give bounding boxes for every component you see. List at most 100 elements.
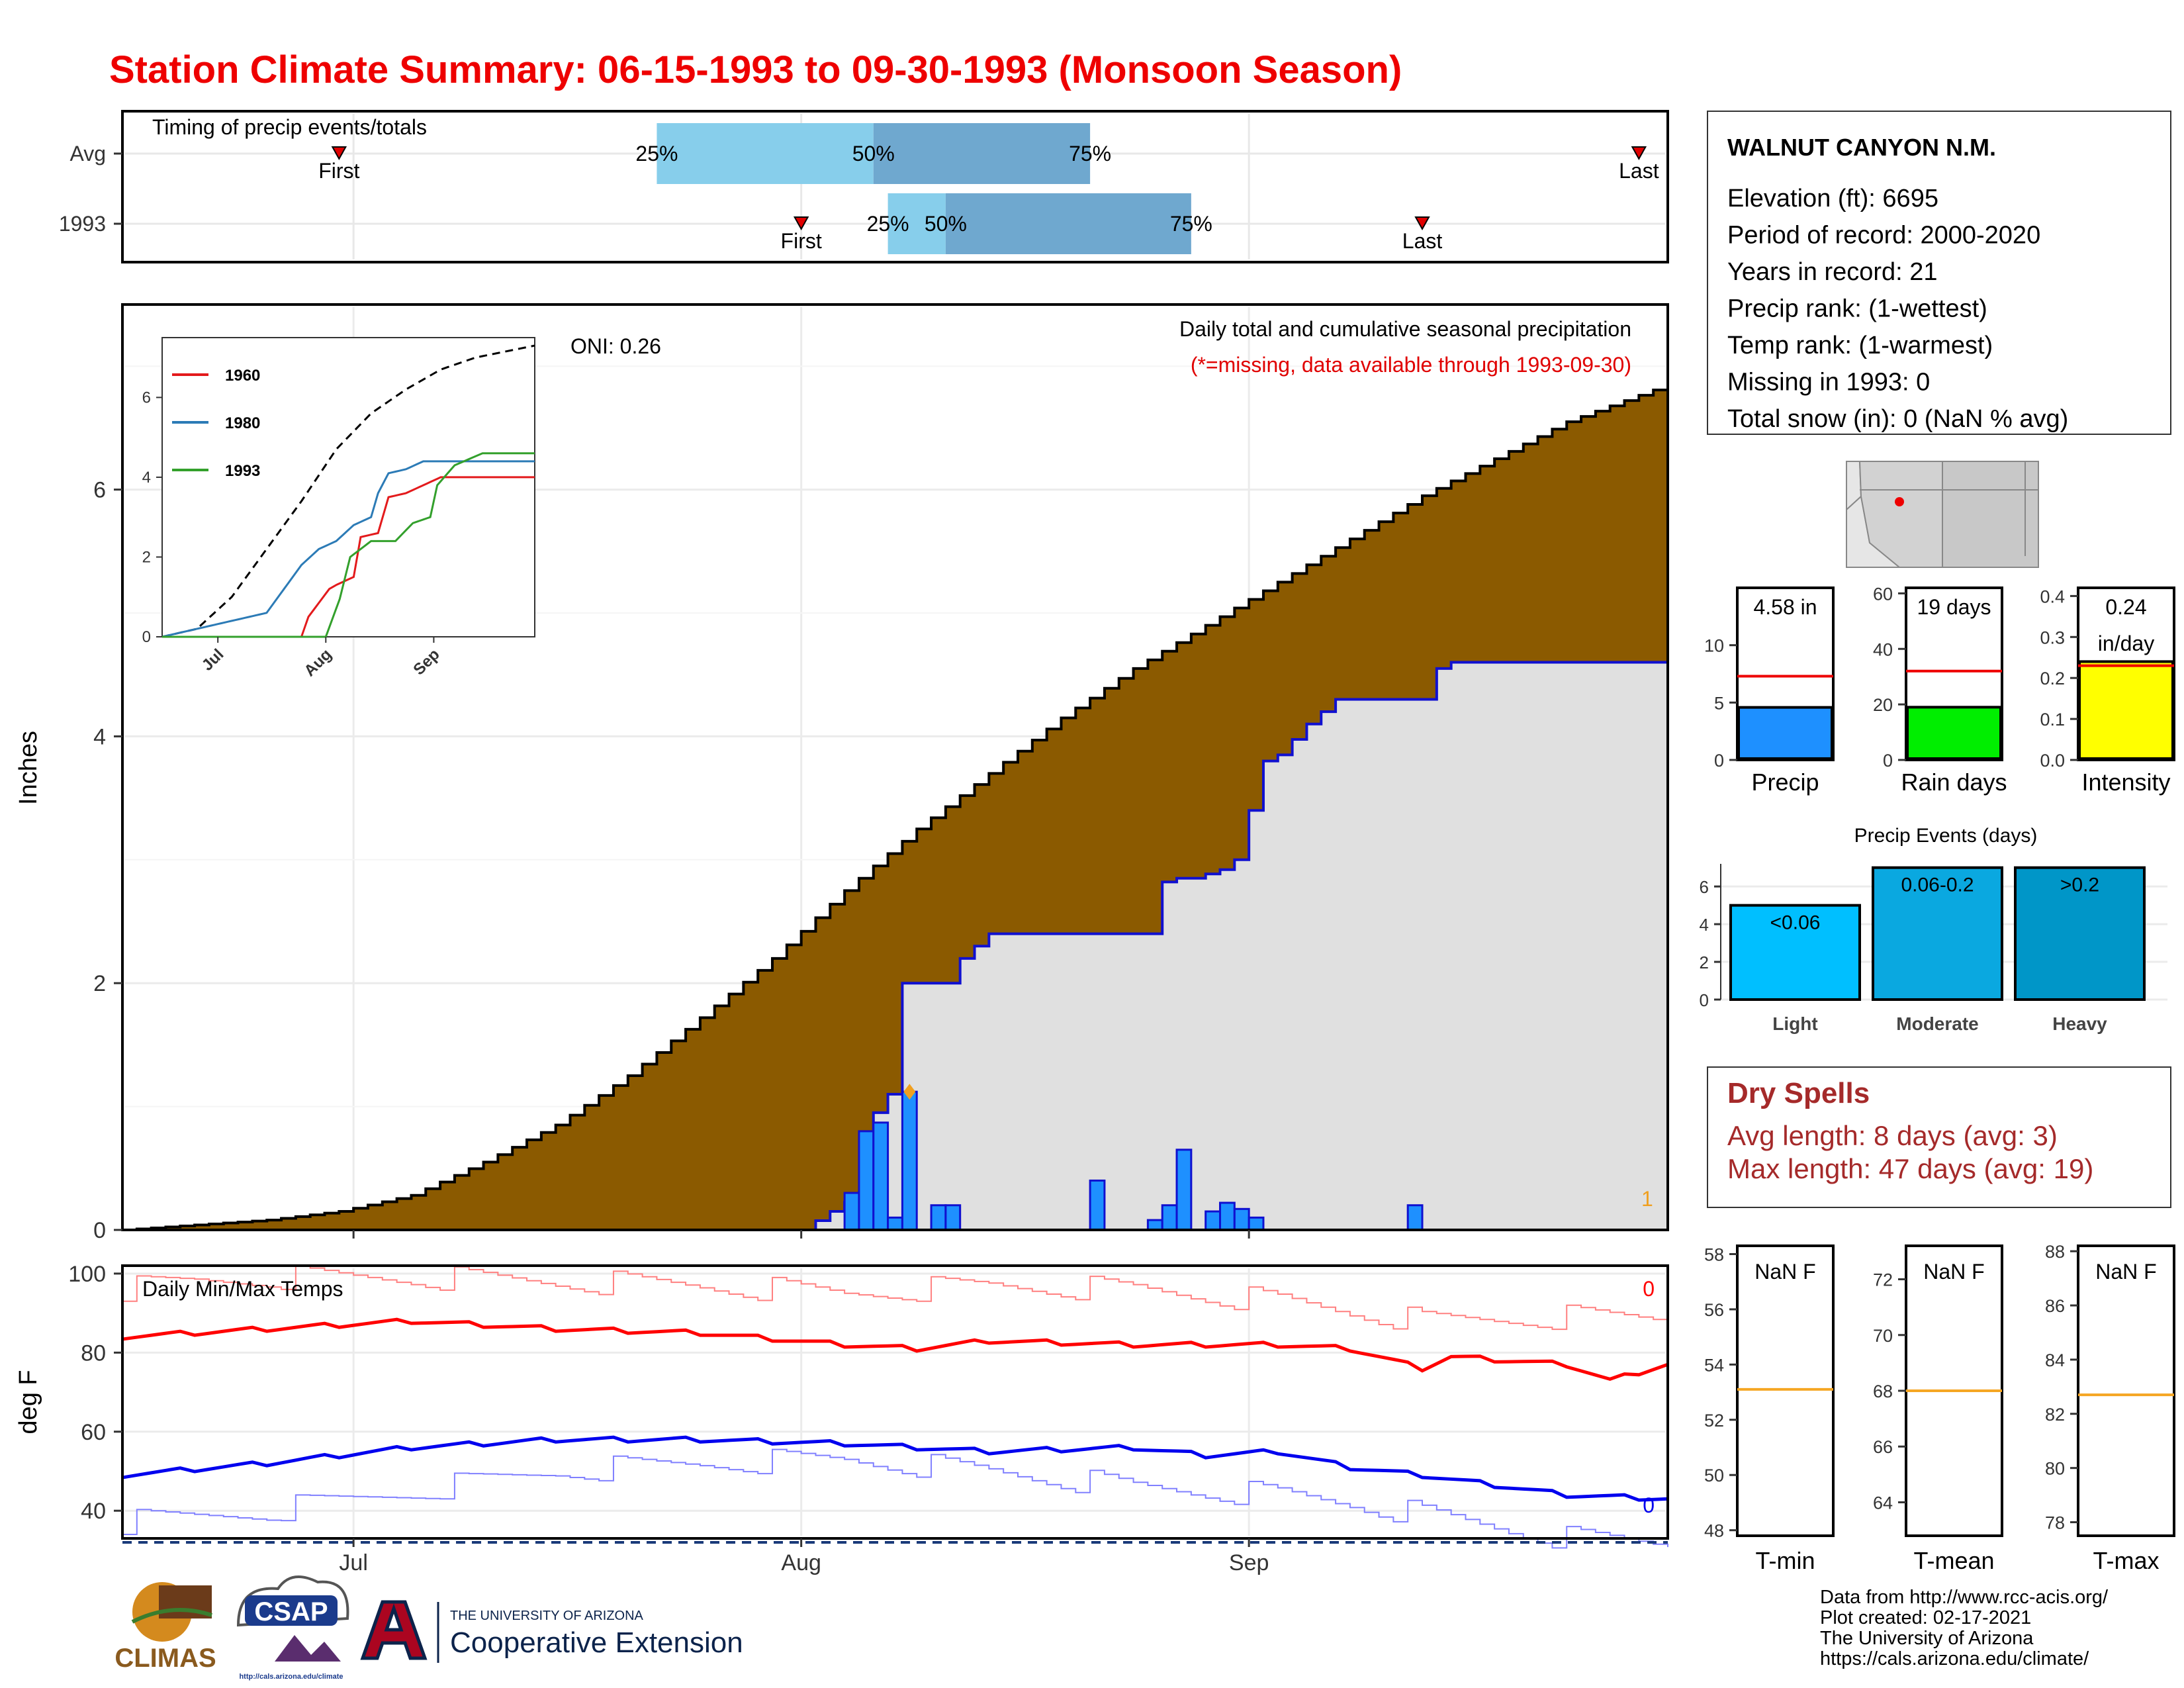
dry-spells-frame <box>1707 1066 2171 1208</box>
timing-last-label-1: Last <box>1402 229 1443 253</box>
daily-precip-bar <box>1205 1210 1222 1231</box>
temp-x-axis: Jul Aug Sep <box>339 1538 1269 1575</box>
temp-box-name: T-mean <box>1913 1547 1994 1574</box>
dry-spells-max: Max length: 47 days (avg: 19) <box>1727 1153 2093 1184</box>
inset-line-avg <box>161 344 535 638</box>
events-y-tick-label: 6 <box>1700 877 1709 897</box>
timing-first-label-0: First <box>318 159 359 183</box>
mini-bar-tick-label: 20 <box>1873 695 1893 715</box>
inset-y-tick-label: 2 <box>142 548 151 566</box>
mini-bar-value <box>1906 706 2002 761</box>
dry-spells-avg: Avg length: 8 days (avg: 3) <box>1727 1120 2058 1151</box>
temp-y-tick-label: 40 <box>81 1499 106 1524</box>
precip-y-tick-label: 0 <box>93 1218 106 1243</box>
page-title: Station Climate Summary: 06-15-1993 to 0… <box>109 48 1402 91</box>
temp-box-tick-label: 82 <box>2045 1405 2065 1425</box>
csap-logo-badge <box>245 1595 338 1626</box>
temp-y-tick-label: 100 <box>68 1262 106 1287</box>
precip-events-title: Precip Events (days) <box>1854 825 2038 847</box>
timing-iqr-high-0 <box>873 123 1091 184</box>
timing-p25-label-1: 25% <box>867 212 909 236</box>
mini-bar-tick-label: 0 <box>1883 751 1893 771</box>
daily-precip-bar <box>1089 1179 1106 1231</box>
daily-precip-bar <box>1146 1219 1163 1231</box>
inset-legend: 1960 1980 1993 <box>172 367 260 480</box>
station-details: Elevation (ft): 6695 Period of record: 20… <box>1727 185 2068 433</box>
mini-bar-intensity: 0.24 in/day 0.0 0.1 0.2 0.3 0.4 Intensity <box>2040 586 2175 796</box>
events-bar-name: Light <box>1772 1013 1817 1034</box>
csap-logo-url: http://cals.arizona.edu/climate <box>239 1673 343 1681</box>
inset-legend-label: 1980 <box>225 414 260 432</box>
station-detail-line: Precip rank: (1-wettest) <box>1727 295 1987 323</box>
inset-y-tick-label: 4 <box>142 469 151 487</box>
precip-y-axis: 0 2 4 6 <box>93 478 1250 1243</box>
daily-precip-bar <box>1233 1207 1250 1231</box>
mini-bar-value-label: 0.24 <box>2105 595 2146 619</box>
mini-bar-value <box>1737 706 1833 760</box>
temp-box-tick-label: 72 <box>1873 1270 1893 1290</box>
station-detail-line: Total snow (in): 0 (NaN % avg) <box>1727 405 2068 433</box>
events-bar-label: 0.06-0.2 <box>1901 874 1974 896</box>
precip-events-panel: Precip Events (days) 0 2 4 6 <0.06 Light 0.06-… <box>1700 825 2167 1034</box>
timing-panel-label: Timing of precip events/totals <box>152 115 427 139</box>
credit-line: The University of Arizona <box>1820 1628 2034 1649</box>
inset-y-tick-label: 0 <box>142 628 151 646</box>
events-bar-moderate <box>1872 866 2003 1002</box>
timing-p75-label-0: 75% <box>1069 142 1111 165</box>
temp-line-avg-max <box>122 1317 1668 1381</box>
inset-y-tick-label: 6 <box>142 389 151 406</box>
temp-box-tick-label: 48 <box>1704 1521 1724 1541</box>
temp-box-tick-label: 52 <box>1704 1411 1724 1430</box>
credit-line: Plot created: 02-17-2021 <box>1820 1607 2031 1628</box>
timing-last-marker-1 <box>1414 216 1430 231</box>
precip-y-tick-label: 2 <box>93 971 106 996</box>
csap-logo-text: CSAP <box>254 1597 328 1626</box>
mini-bar-value <box>2078 660 2174 761</box>
timing-panel: 25% 50% 75% First Last 25% 50% 75% First Last Tim… <box>59 110 1669 263</box>
mini-bar-tick-label: 0 <box>1714 751 1724 771</box>
temp-box-tick-label: 86 <box>2045 1296 2065 1316</box>
station-name: WALNUT CANYON N.M. <box>1727 134 1996 161</box>
station-box-frame <box>1707 111 2171 435</box>
daily-precip-bar <box>872 1121 889 1231</box>
temp-box-tick-label: 84 <box>2045 1350 2065 1370</box>
mini-bar-value-label: 19 days <box>1917 595 1991 619</box>
inset-frame <box>161 337 535 637</box>
credit-line: https://cals.arizona.edu/climate/ <box>1820 1648 2089 1669</box>
temp-y-axis: 40 60 80 100 <box>68 1262 122 1524</box>
temperature-summary-boxes: NaN F 48 50 52 54 56 58 T-min NaN F 64 66 68 70 72 T-m… <box>1704 1242 2175 1574</box>
temp-upper-count: 0 <box>1643 1277 1655 1301</box>
oni-value: ONI: 0.26 <box>570 334 661 358</box>
mini-bar-tick-label: 40 <box>1873 639 1893 659</box>
daily-precip-bar <box>944 1204 962 1231</box>
inset-line-1993 <box>162 452 535 638</box>
precip-panel-note: (*=missing, data available through 1993-… <box>1191 353 1631 377</box>
ua-block-a <box>360 1600 428 1660</box>
ua-name: THE UNIVERSITY OF ARIZONA <box>450 1609 644 1623</box>
precip-panel-frame <box>121 303 1669 1231</box>
daily-precip-bar <box>930 1204 947 1231</box>
station-detail-line: Missing in 1993: 0 <box>1727 369 1930 397</box>
summary-bar-charts: 4.58 in 0 5 10 Precip 19 days 0 20 40 60 Rain days… <box>1704 584 2175 796</box>
temp-panel-label: Daily Min/Max Temps <box>142 1277 343 1301</box>
timing-iqr-low-0 <box>657 123 874 184</box>
temp-y-tick-label: 60 <box>81 1420 106 1445</box>
temp-box-tick-label: 54 <box>1704 1355 1724 1375</box>
timing-row-label-avg: Avg <box>69 142 106 165</box>
events-y-tick-label: 4 <box>1700 915 1709 935</box>
events-bar-heavy <box>2014 866 2146 1002</box>
precip-y-label: Inches <box>15 731 42 805</box>
timing-p50-label-0: 50% <box>852 142 895 165</box>
temp-x-tick-label: Sep <box>1229 1550 1269 1575</box>
ua-logo: THE UNIVERSITY OF ARIZONA Cooperative Ex… <box>360 1600 743 1663</box>
events-bar-label: <0.06 <box>1770 912 1821 934</box>
temp-box-tick-label: 58 <box>1704 1245 1724 1265</box>
events-bar-name: Heavy <box>2052 1013 2107 1034</box>
inset-legend-label: 1993 <box>225 462 260 480</box>
temp-box-value-label: NaN F <box>2095 1260 2156 1284</box>
temp-lower-count: 0 <box>1643 1493 1655 1517</box>
station-detail-line: Temp rank: (1-warmest) <box>1727 332 1993 359</box>
mini-bar-tick-label: 60 <box>1873 584 1893 604</box>
